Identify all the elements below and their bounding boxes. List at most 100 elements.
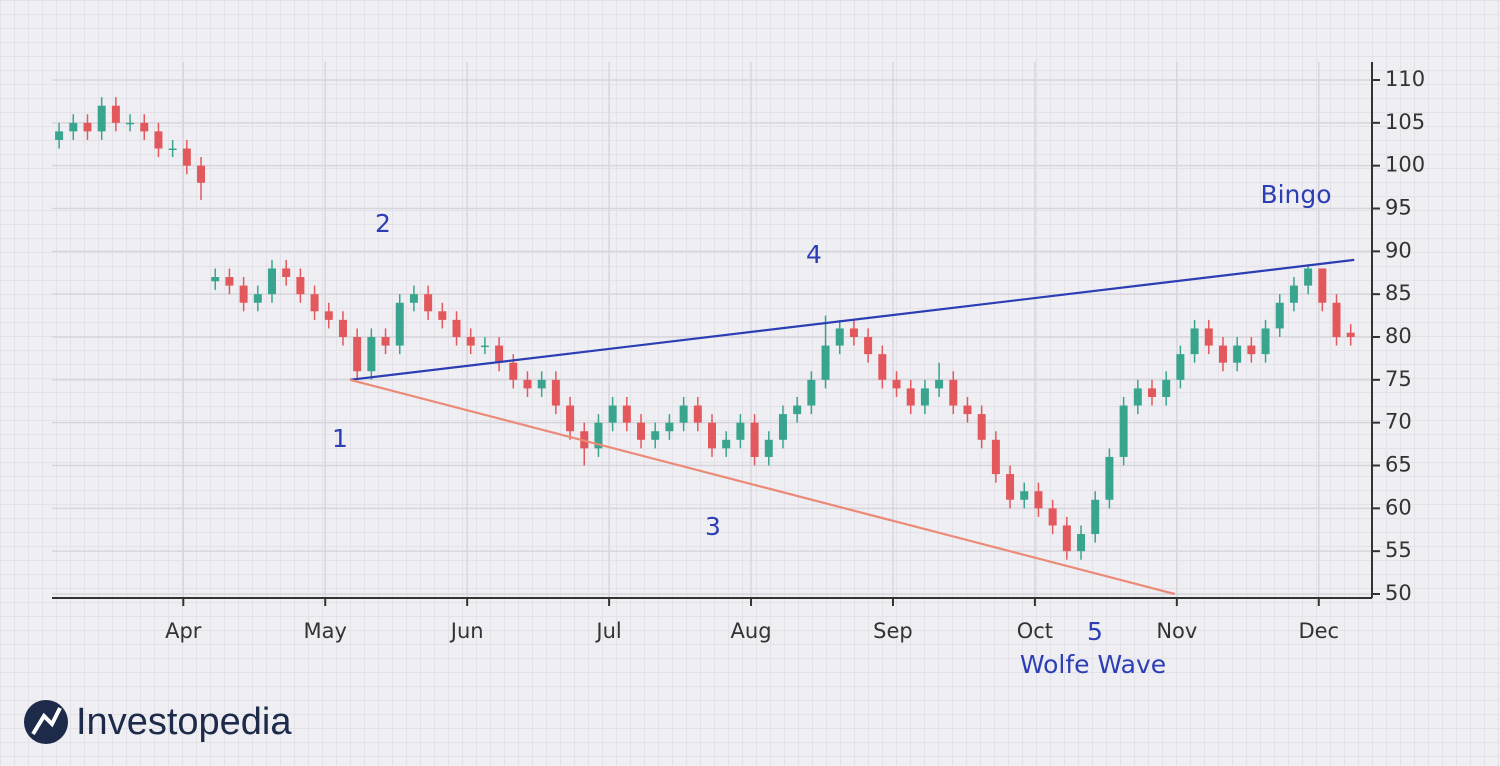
candle-body — [1034, 491, 1043, 509]
y-tick-label: 95 — [1385, 196, 1412, 220]
candle-body — [1218, 345, 1227, 363]
candle-body — [1304, 268, 1313, 286]
candle-body — [424, 294, 433, 312]
logo-text: Investopedia — [76, 701, 292, 743]
candle-body — [310, 294, 319, 312]
candle-body — [367, 337, 376, 372]
candle-body — [679, 405, 688, 423]
candle-body — [608, 405, 617, 423]
candle-body — [708, 422, 716, 449]
y-tick-label: 65 — [1385, 453, 1412, 477]
y-tick-label: 55 — [1385, 538, 1412, 562]
candle-body — [438, 311, 447, 320]
candle-body — [253, 294, 262, 303]
candle-body — [864, 337, 873, 355]
annotation: 1 — [332, 424, 348, 453]
candle-body — [1318, 268, 1327, 303]
candle-body — [991, 439, 1000, 475]
logo-icon — [24, 700, 68, 744]
candle-body — [225, 277, 234, 286]
candle-body — [1275, 302, 1284, 329]
x-tick-label: Jul — [594, 619, 621, 643]
candle-body — [722, 439, 731, 449]
candle-body — [878, 354, 887, 380]
x-tick-label: Aug — [731, 619, 772, 643]
candle-body — [1346, 332, 1355, 337]
x-tick-label: Nov — [1156, 619, 1197, 643]
candle-body — [523, 379, 532, 389]
annotation: 2 — [375, 209, 391, 238]
candle-body — [1020, 491, 1029, 500]
candle-body — [480, 345, 489, 348]
candle-body — [665, 422, 674, 432]
candle-body — [764, 439, 773, 457]
candle-body — [1105, 456, 1114, 500]
candle-body — [55, 131, 64, 140]
annotation: 3 — [705, 512, 721, 541]
candle-body — [1162, 379, 1171, 397]
candle-body — [651, 431, 660, 440]
x-tick-label: Jun — [449, 619, 484, 643]
annotation: 5 — [1087, 617, 1103, 646]
candle-body — [197, 165, 206, 183]
candle-body — [693, 405, 702, 423]
y-tick-label: 60 — [1385, 495, 1412, 519]
candle-body — [1048, 508, 1057, 526]
candle-body — [1077, 534, 1086, 552]
candle-body — [168, 148, 177, 151]
x-tick-label: Oct — [1017, 619, 1053, 643]
candle-body — [849, 328, 858, 337]
candle-body — [353, 337, 362, 372]
candle-body — [1204, 328, 1213, 346]
x-tick-label: May — [304, 619, 347, 643]
logo-mark — [31, 707, 62, 736]
candle-body — [1289, 285, 1298, 303]
y-tick-label: 70 — [1385, 410, 1412, 434]
x-tick-label: Sep — [873, 619, 913, 643]
candle-body — [920, 388, 929, 406]
candle-body — [495, 345, 504, 363]
candle-body — [1190, 328, 1199, 355]
candle-body — [622, 405, 631, 423]
y-tick-label: 50 — [1385, 581, 1412, 605]
candle-body — [1006, 474, 1015, 500]
candle-body — [182, 148, 191, 166]
candle-body — [1133, 388, 1142, 406]
candle-body — [778, 414, 787, 440]
y-tick-label: 105 — [1385, 110, 1425, 134]
y-tick-label: 80 — [1385, 324, 1412, 348]
candle-body — [126, 122, 135, 125]
x-tick-label: Apr — [165, 619, 202, 643]
candle-body — [821, 345, 830, 380]
candle-body — [452, 319, 461, 337]
candle-body — [1091, 499, 1100, 535]
candle-body — [466, 337, 475, 346]
candle-body — [239, 285, 248, 303]
candle-body — [906, 388, 915, 406]
candle-body — [1119, 405, 1128, 457]
candle-body — [1332, 302, 1341, 337]
candle-body — [977, 414, 986, 440]
candle-body — [381, 337, 390, 346]
candle-body — [140, 122, 149, 132]
candle-body — [1233, 345, 1242, 363]
x-tick-label: Dec — [1298, 619, 1339, 643]
candle-body — [97, 105, 106, 132]
annotation: Bingo — [1260, 180, 1331, 209]
candle-body — [1261, 328, 1270, 355]
annotation: Wolfe Wave — [1020, 650, 1166, 679]
candle-body — [637, 422, 646, 440]
candle-body — [69, 122, 78, 132]
trendline — [349, 378, 1175, 596]
trendline — [349, 258, 1355, 381]
y-tick-label: 110 — [1385, 67, 1425, 91]
candle-body — [935, 379, 944, 389]
candle-body — [750, 422, 759, 457]
candle-body — [268, 268, 276, 295]
candle-body — [537, 379, 546, 389]
candle-body — [793, 405, 802, 415]
candle-body — [83, 122, 92, 132]
candle-body — [835, 328, 844, 346]
candle-body — [594, 422, 603, 449]
